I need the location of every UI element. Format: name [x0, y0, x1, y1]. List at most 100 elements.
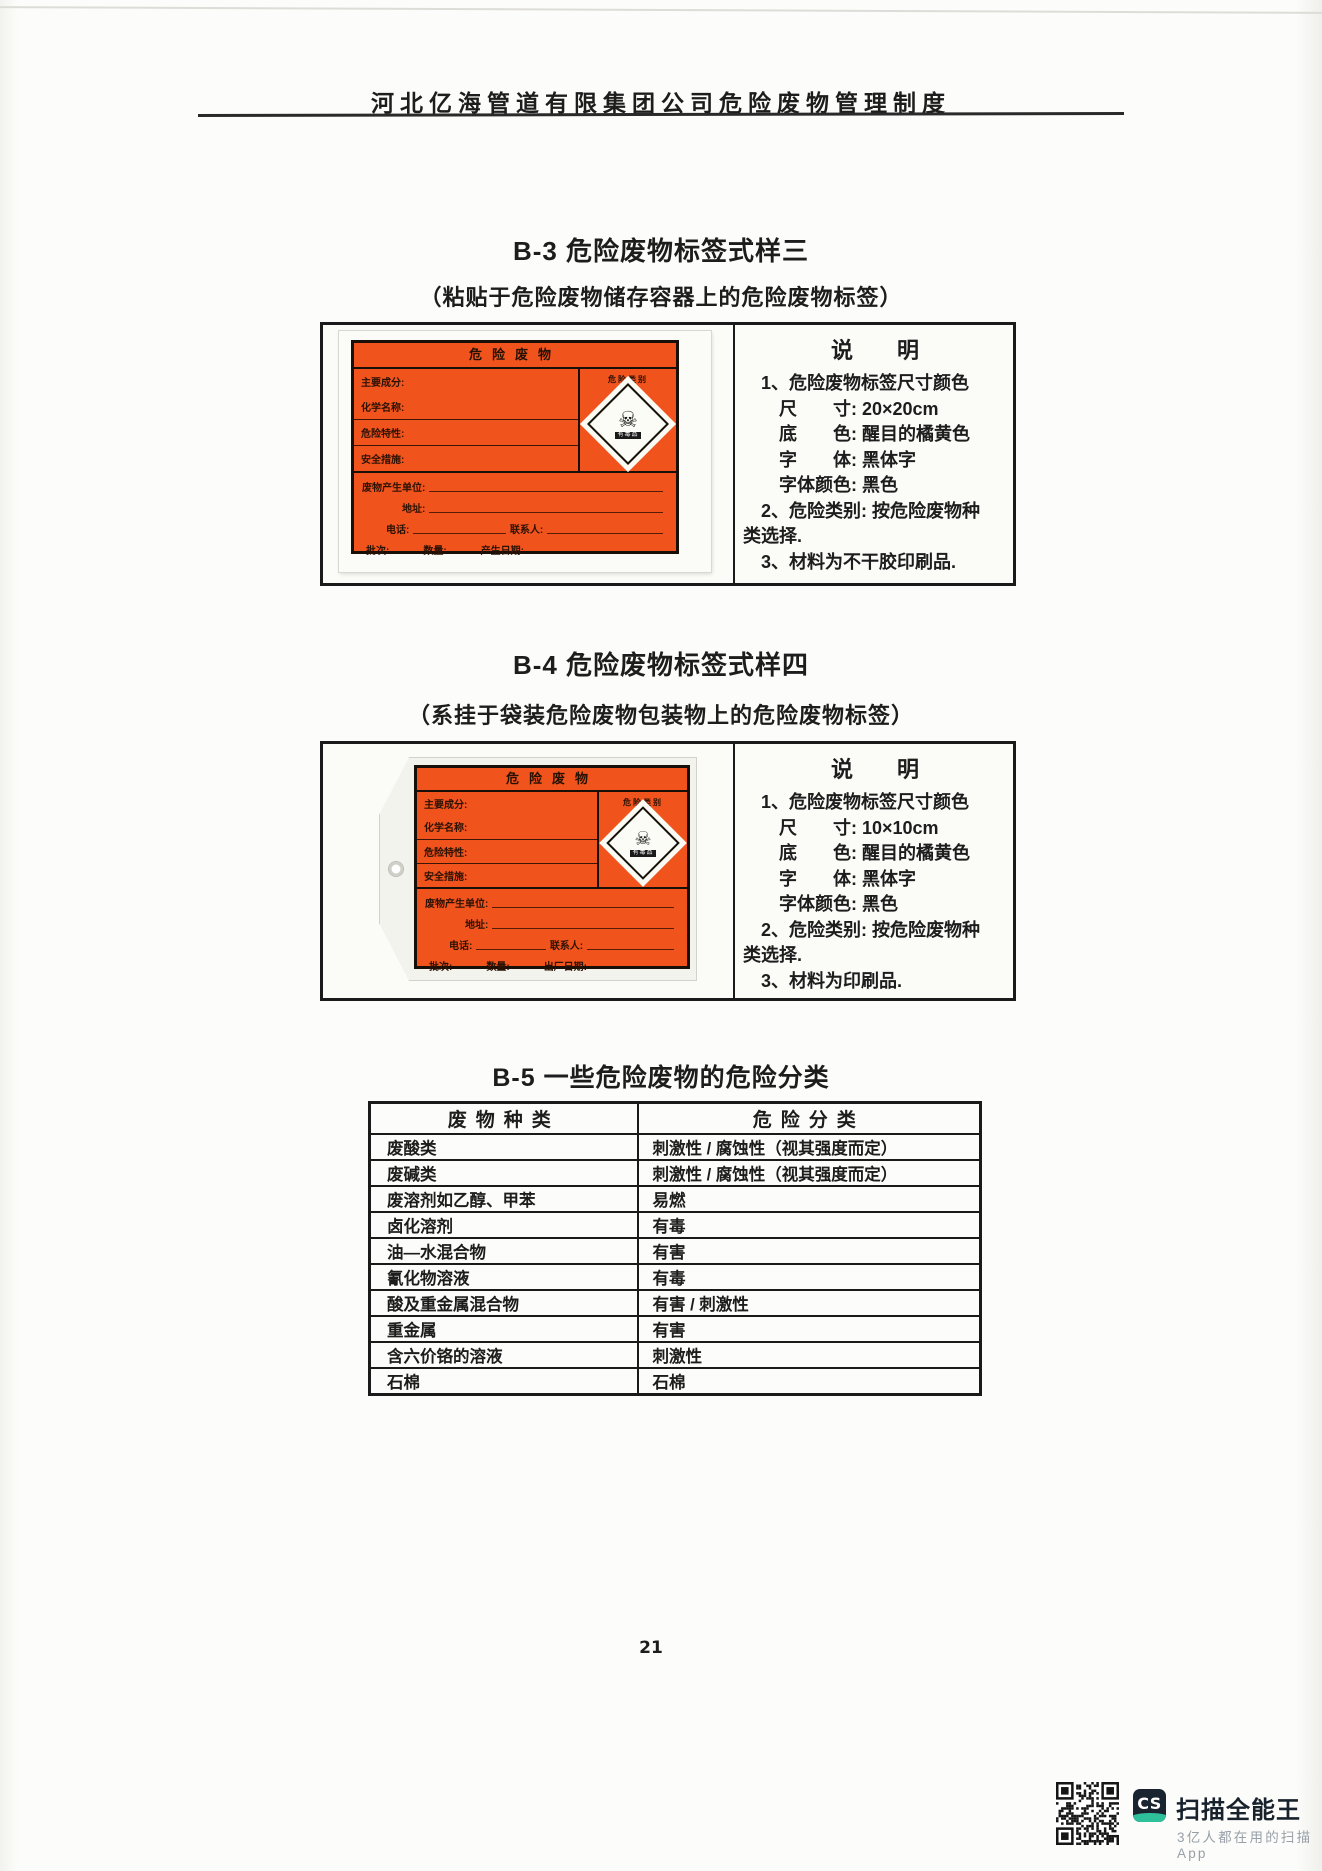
cell-waste-type: 废酸类 [368, 1133, 639, 1161]
quantity-label: 数量: [486, 962, 510, 973]
b4-title: B-4 危险废物标签式样四 [512, 650, 810, 680]
blank-line [547, 533, 663, 534]
table-row: 石棉 石棉 [368, 1367, 982, 1396]
blank-line [413, 533, 506, 534]
phone-label: 电话: [386, 525, 410, 536]
column-header-waste-type: 废物种类 [368, 1101, 639, 1135]
b4-figure: 危险废物 主要成分: 化学名称: 危险特性: 安全措施: 危险类别 [320, 741, 1016, 1001]
note-line: 底 色: 醒目的橘黄色 [743, 424, 970, 444]
note-line: 3、材料为印刷品. [743, 970, 903, 991]
field-label: 安全措施: [417, 863, 597, 887]
cell-hazard-class: 有害 / 刺激性 [636, 1289, 982, 1317]
b5-classification-table: 废物种类 危险分类 废酸类 刺激性 / 腐蚀性（视其强度而定） 废碱类 刺激性 / … [368, 1101, 982, 1396]
label-main: 主要成分: 化学名称: 危险特性: 安全措施: 危险类别 ☠ 有毒品 [417, 792, 687, 889]
b4-note-cell: 说 明 1、危险废物标签尺寸颜色 尺 寸: 10×10cm 底 色: 醒目的橘黄… [735, 744, 1013, 998]
table-row: 氰化物溶液 有毒 [368, 1263, 982, 1291]
address-label: 地址: [465, 920, 489, 931]
skull-crossbones-icon: ☠ 有毒品 [606, 806, 680, 880]
blank-line [429, 491, 663, 492]
note-line: 2、危险类别: 按危险废物种 [743, 919, 981, 940]
blank-line [492, 907, 674, 908]
note-title: 说 明 [830, 338, 919, 363]
field-label: 化学名称: [424, 823, 468, 835]
address-label: 地址: [402, 504, 426, 515]
cell-waste-type: 含六价铬的溶液 [368, 1341, 639, 1369]
note-line: 类选择. [743, 526, 803, 546]
field-label: 危险特性: [354, 419, 578, 445]
hazard-class-caption: 危险类别 [608, 375, 648, 384]
note-line: 2、危险类别: 按危险废物种 [743, 500, 981, 521]
contact-label: 联系人: [549, 941, 584, 952]
skull-crossbones-icon: ☠ 有毒品 [586, 382, 670, 466]
field-label: 主要成分: [361, 378, 405, 389]
skull-icon-inner: ☠ 有毒品 [619, 819, 667, 867]
note-line: 字体颜色: 黑色 [743, 894, 898, 914]
field-label: 危险特性: [417, 839, 597, 863]
cell-waste-type: 氰化物溶液 [368, 1263, 639, 1291]
field-label: 安全措施: [354, 445, 578, 471]
hazard-class-cell: 危险类别 ☠ 有毒品 [578, 369, 676, 471]
b3-figure: 危险废物 主要成分: 化学名称: 危险特性: 安全措施: 危险类别 [320, 322, 1016, 586]
date-label: 产生日期: [480, 546, 525, 557]
note-line: 字体颜色: 黑色 [743, 475, 898, 495]
note-line: 字 体: 黑体字 [743, 868, 916, 889]
unit-label: 废物产生单位: [362, 483, 426, 494]
hazard-class-caption: 危险类别 [623, 798, 663, 807]
cell-waste-type: 卤化溶剂 [368, 1211, 639, 1239]
cell-hazard-class: 有毒 [636, 1211, 982, 1239]
field-label: 化学名称: [361, 403, 405, 414]
note-line: 尺 寸: 20×20cm [743, 398, 939, 419]
hazardous-waste-label: 危险废物 主要成分: 化学名称: 危险特性: 安全措施: 危险类别 [414, 765, 690, 969]
table-row: 卤化溶剂 有毒 [368, 1211, 982, 1239]
qr-code-icon [1056, 1782, 1119, 1845]
cs-logo-text: CS [1137, 1794, 1162, 1813]
cell-hazard-class: 有害 [636, 1315, 982, 1343]
cell-waste-type: 酸及重金属混合物 [368, 1289, 639, 1317]
skull-icon-inner: ☠ 有毒品 [601, 397, 655, 451]
hazardous-waste-label: 危险废物 主要成分: 化学名称: 危险特性: 安全措施: 危险类别 [351, 340, 679, 557]
note-line: 字 体: 黑体字 [743, 449, 916, 470]
table-row: 酸及重金属混合物 有害 / 刺激性 [368, 1289, 982, 1317]
table-row: 油—水混合物 有害 [368, 1237, 982, 1265]
note-line: 3、材料为不干胶印刷品. [743, 551, 957, 572]
cell-waste-type: 油—水混合物 [368, 1237, 639, 1265]
b4-subtitle: （系挂于袋装危险废物包装物上的危险废物标签） [407, 703, 914, 728]
table-header-row: 废物种类 危险分类 [368, 1101, 982, 1135]
cell-waste-type: 废溶剂如乙醇、甲苯 [368, 1185, 639, 1213]
scan-edge-artifact [0, 6, 1322, 14]
contact-label: 联系人: [509, 525, 544, 536]
cell-hazard-class: 有害 [636, 1237, 982, 1265]
table-row: 废碱类 刺激性 / 腐蚀性（视其强度而定） [368, 1159, 982, 1187]
cell-hazard-class: 石棉 [636, 1367, 982, 1396]
blank-line [476, 949, 545, 950]
label-title: 危险废物 [354, 343, 676, 369]
b5-title: B-5 一些危险废物的危险分类 [492, 1064, 830, 1092]
b3-title: B-3 危险废物标签式样三 [512, 236, 810, 266]
b4-label-cell: 危险废物 主要成分: 化学名称: 危险特性: 安全措施: 危险类别 [323, 744, 735, 998]
note-line: 尺 寸: 10×10cm [743, 817, 939, 838]
batch-label: 批次: [366, 546, 390, 557]
column-header-hazard-class: 危险分类 [636, 1101, 982, 1135]
note-line: 1、危险废物标签尺寸颜色 [743, 792, 970, 812]
label-photo-sheet: 危险废物 主要成分: 化学名称: 危险特性: 安全措施: 危险类别 [339, 331, 711, 572]
cell-hazard-class: 有毒 [636, 1263, 982, 1291]
brand-tagline: 3亿人都在用的扫描App [1177, 1830, 1313, 1861]
header-title: 河北亿海管道有限集团公司危险废物管理制度 [371, 90, 951, 116]
b3-note-cell: 说 明 1、危险废物标签尺寸颜色 尺 寸: 20×20cm 底 色: 醒目的橘黄… [735, 325, 1013, 583]
cell-waste-type: 石棉 [368, 1367, 639, 1396]
skull-glyph: ☠ [618, 407, 638, 432]
poison-label: 有毒品 [615, 432, 641, 439]
page-number: 21 [639, 1638, 663, 1658]
cell-hazard-class: 刺激性 [636, 1341, 982, 1369]
cell-hazard-class: 刺激性 / 腐蚀性（视其强度而定） [636, 1133, 982, 1161]
label-main: 主要成分: 化学名称: 危险特性: 安全措施: 危险类别 ☠ 有毒品 [354, 369, 676, 473]
cell-hazard-class: 易燃 [636, 1185, 982, 1213]
label-fields: 主要成分: 化学名称: 危险特性: 安全措施: [354, 369, 578, 471]
batch-label: 批次: [429, 962, 453, 973]
note-line: 类选择. [743, 945, 803, 965]
table-row: 废溶剂如乙醇、甲苯 易燃 [368, 1185, 982, 1213]
label-bottom: 废物产生单位: 地址: 电话: 联系人: 批次: 数量: 出厂日期: [417, 889, 687, 975]
phone-label: 电话: [449, 941, 473, 952]
logo-swoosh [1133, 1813, 1166, 1822]
